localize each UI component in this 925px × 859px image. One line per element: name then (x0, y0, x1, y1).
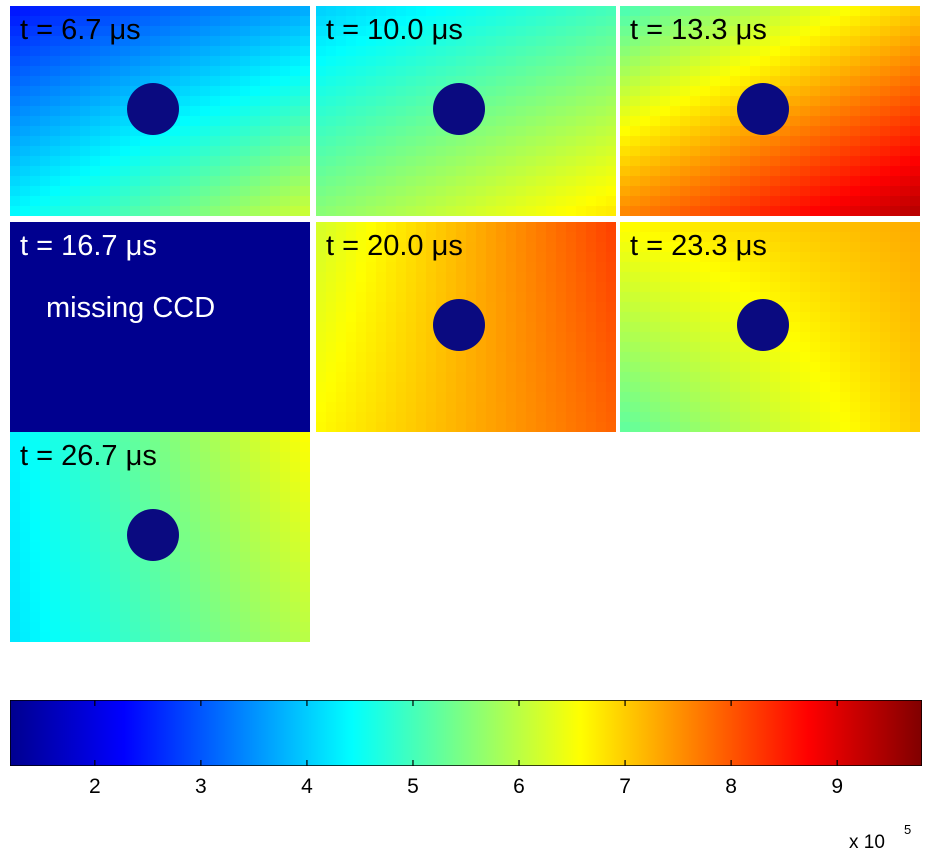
field-map (620, 6, 920, 216)
panel-time-label: t = 23.3 μs (630, 230, 767, 262)
field-cells (316, 6, 616, 216)
panel-2: t = 10.0 μs (316, 6, 616, 216)
colorbar-exponent: 5 (904, 822, 912, 837)
field-map (316, 6, 616, 216)
colorbar-tick-label: 4 (301, 775, 313, 798)
field-cells (620, 222, 920, 432)
obstacle-disk (737, 299, 789, 351)
obstacle-disk (737, 83, 789, 135)
obstacle-disk (433, 83, 485, 135)
panel-3: t = 13.3 μs (620, 6, 920, 216)
colorbar-tick-label: 3 (195, 775, 207, 798)
field-map (316, 222, 616, 432)
field-map (10, 6, 310, 216)
field-cells (10, 222, 310, 432)
colorbar-tick-label: 7 (619, 775, 631, 798)
colorbar-tick-label: 9 (831, 775, 843, 798)
colorbar-tick-label: 6 (513, 775, 525, 798)
field-map (10, 432, 310, 642)
panel-4: t = 16.7 μs missing CCD (10, 222, 310, 432)
colorbar-tick-marks (94, 700, 838, 766)
colorbar (10, 700, 922, 766)
field-map (620, 222, 920, 432)
missing-ccd-note: missing CCD (46, 292, 216, 324)
obstacle-disk (127, 509, 179, 561)
obstacle-disk (127, 83, 179, 135)
panel-time-label: t = 13.3 μs (630, 14, 767, 46)
panel-5: t = 20.0 μs (316, 222, 616, 432)
colorbar-tick-label: 8 (725, 775, 737, 798)
field-cells (10, 6, 310, 216)
panel-time-label: t = 10.0 μs (326, 14, 463, 46)
field-cells (620, 6, 920, 216)
field-map (10, 222, 310, 432)
panel-6: t = 23.3 μs (620, 222, 920, 432)
colorbar-multiplier: x 10 (849, 832, 885, 853)
obstacle-disk (433, 299, 485, 351)
colorbar-tick-label: 5 (407, 775, 419, 798)
panel-1: t = 6.7 μs (10, 6, 310, 216)
panel-7: t = 26.7 μs (10, 432, 310, 642)
colorbar-gradient (10, 700, 922, 766)
panel-time-label: t = 26.7 μs (20, 440, 157, 472)
panel-time-label: t = 20.0 μs (326, 230, 463, 262)
colorbar-tick-label: 2 (88, 775, 101, 798)
panel-time-label: t = 16.7 μs (20, 230, 157, 262)
panel-time-label: t = 6.7 μs (20, 14, 141, 46)
